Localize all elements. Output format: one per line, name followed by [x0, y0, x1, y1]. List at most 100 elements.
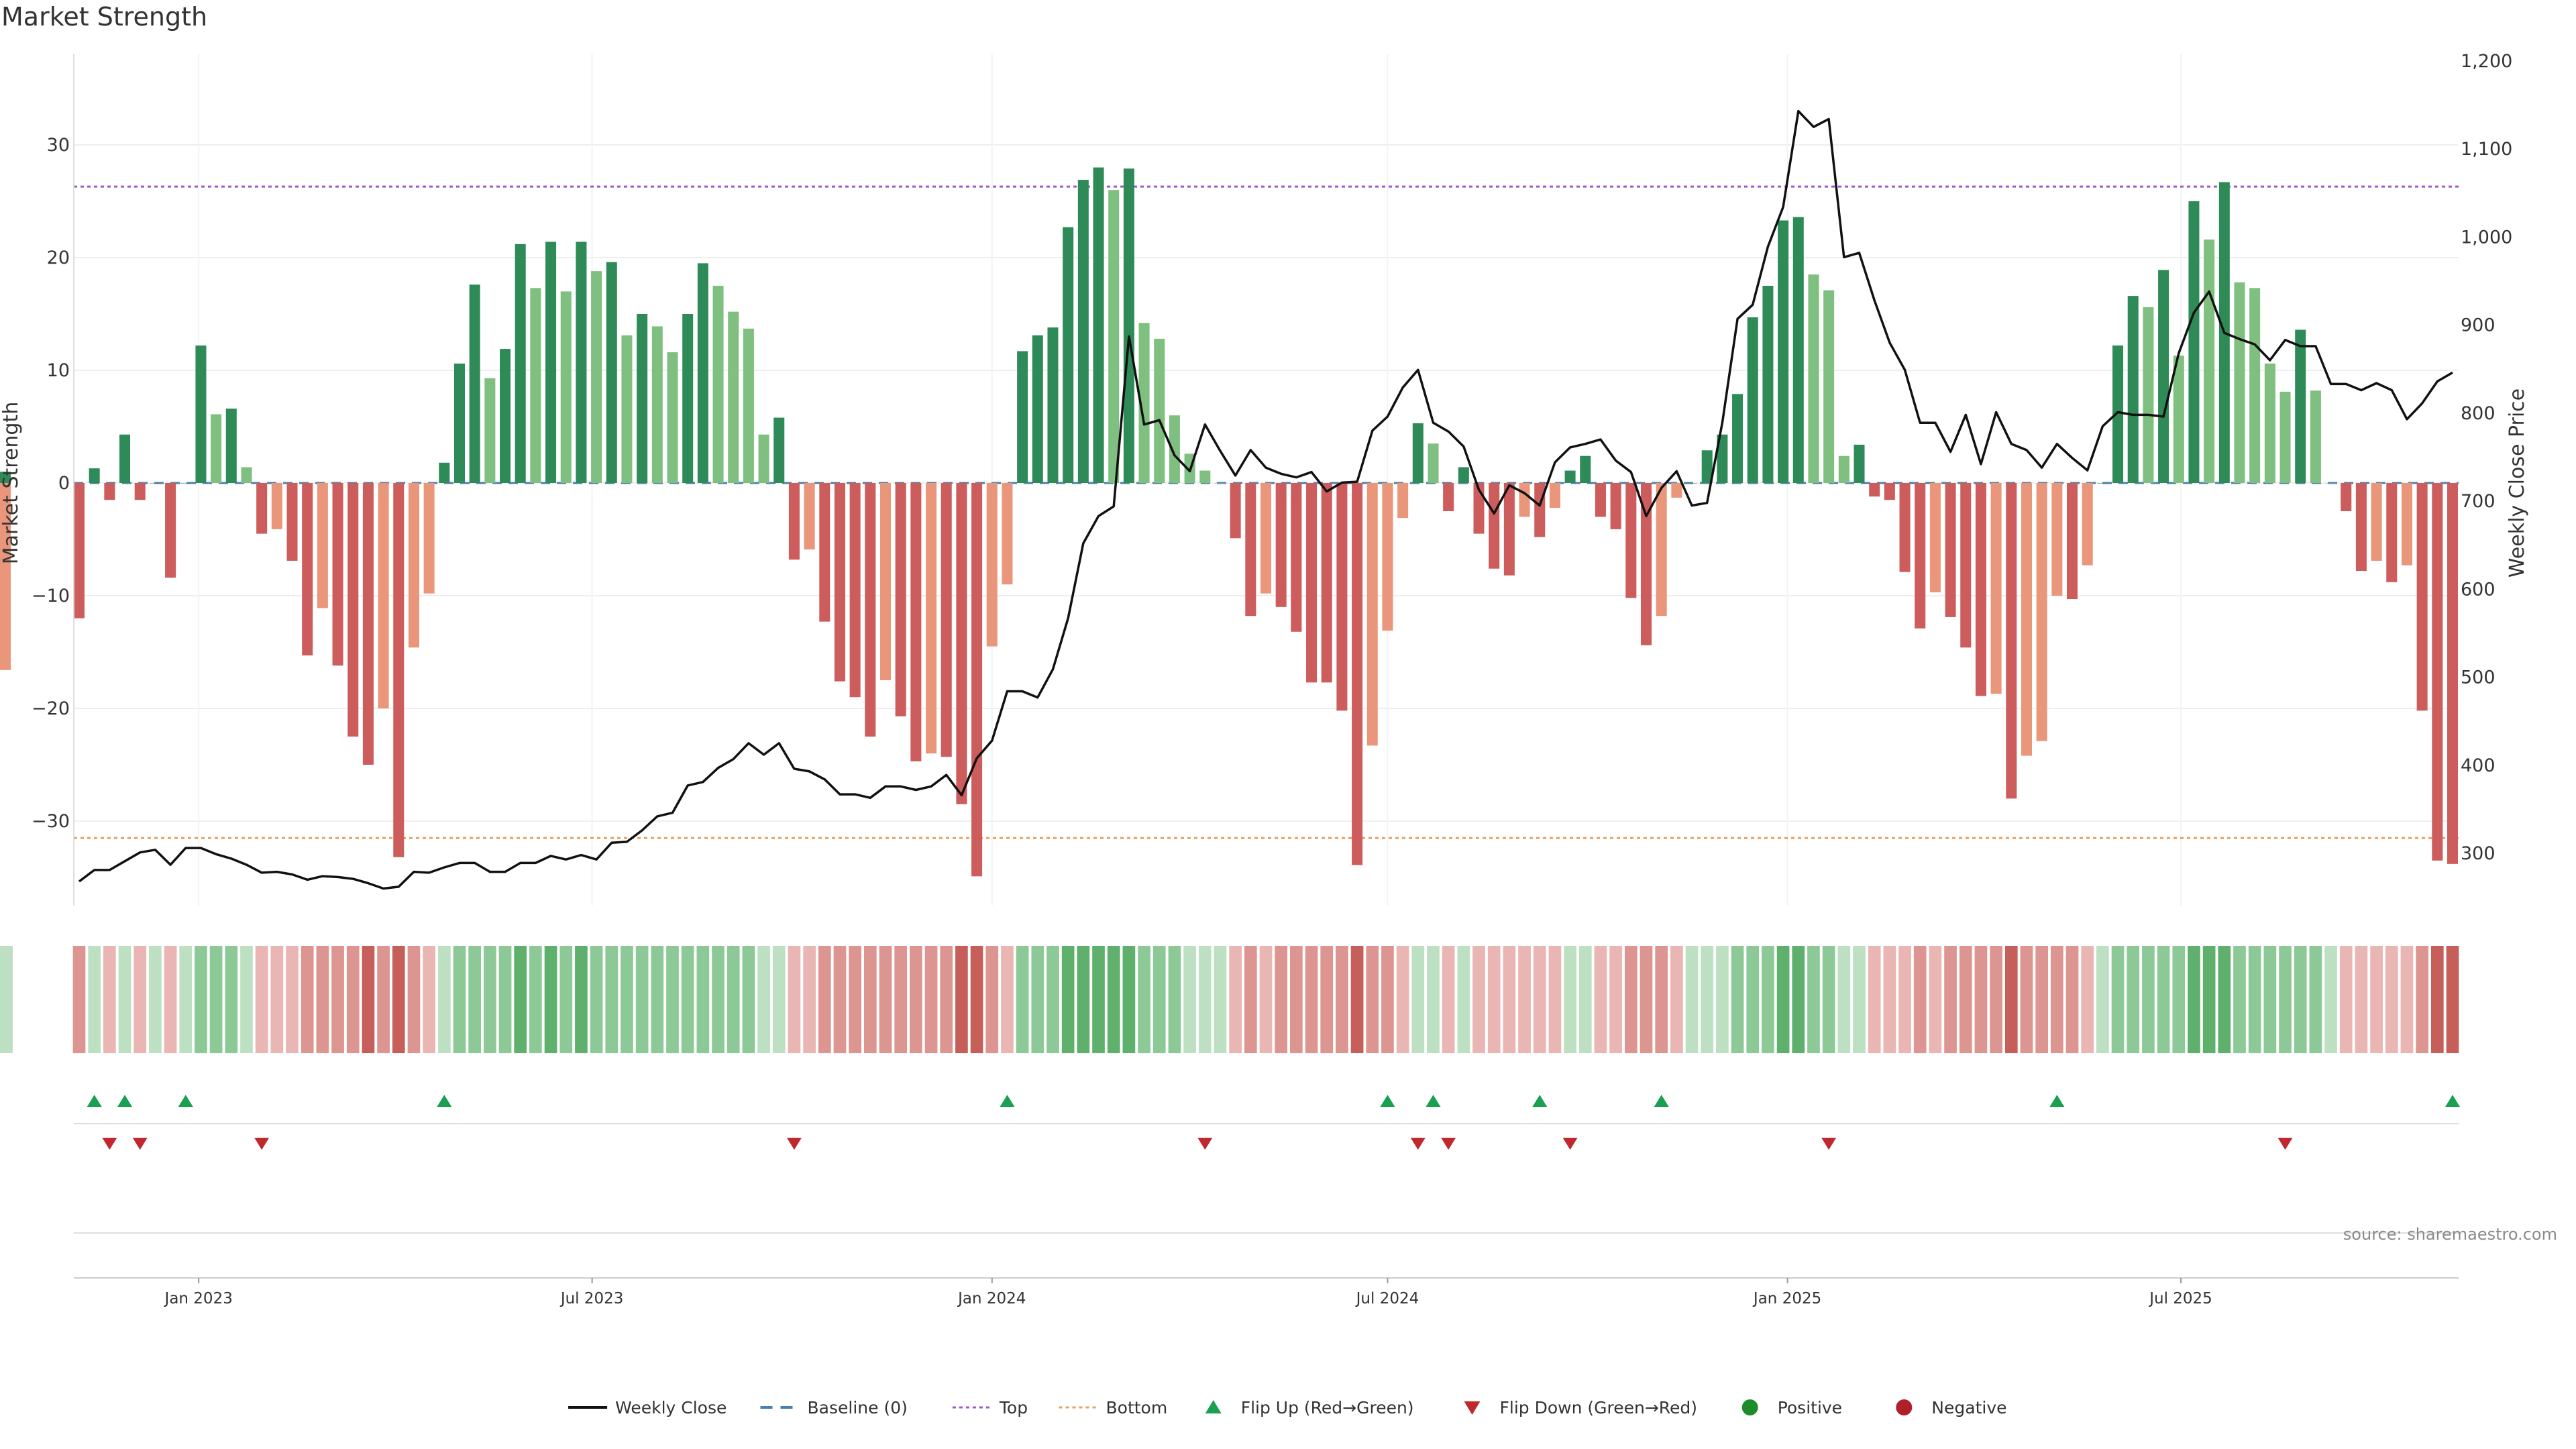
- strength-bar: [1077, 180, 1089, 483]
- strip-cell: [1107, 946, 1120, 1053]
- strength-bar: [73, 483, 85, 619]
- strip-cell: [1685, 946, 1699, 1053]
- strip-cell: [1837, 946, 1851, 1053]
- strength-bar: [2006, 483, 2017, 799]
- strength-bar: [2416, 483, 2428, 711]
- legend-item: Flip Down (Green→Red): [1464, 1398, 1697, 1417]
- strength-bar: [910, 483, 922, 761]
- strength-bar: [1899, 483, 1911, 572]
- strip-cell: [1746, 946, 1760, 1053]
- y2-tick-label: 1,000: [2461, 227, 2512, 248]
- strip-cell: [544, 946, 557, 1053]
- strength-bar: [1260, 483, 1272, 594]
- strength-bar: [195, 345, 207, 483]
- strength-bar: [2371, 483, 2382, 561]
- strength-bar: [2067, 483, 2078, 600]
- strip-cell: [484, 946, 496, 1053]
- strength-bar: [2432, 483, 2443, 861]
- strip-cell: [894, 946, 908, 1053]
- strength-bar: [378, 483, 389, 708]
- strength-bar: [180, 483, 191, 484]
- strip-cell: [2096, 946, 2109, 1053]
- strength-bar: [743, 328, 754, 483]
- strip-cell: [1229, 946, 1242, 1053]
- strip-cell: [1214, 946, 1227, 1053]
- y2-tick-label: 400: [2461, 755, 2496, 776]
- strip-cell: [666, 946, 679, 1053]
- strip-cell: [88, 946, 101, 1053]
- source-note: source: sharemaestro.com: [2343, 1225, 2557, 1244]
- strength-bar: [530, 288, 541, 483]
- y2-tick-label: 300: [2461, 843, 2496, 864]
- strength-bar: [926, 483, 937, 754]
- strip-cell: [1183, 946, 1196, 1053]
- y-tick-label: −20: [32, 698, 70, 719]
- strip-cell: [1990, 946, 2002, 1053]
- legend-item: Top: [952, 1398, 1028, 1417]
- flip-down-marker: [786, 1138, 802, 1150]
- strip-cell: [1046, 946, 1059, 1053]
- strip-cell: [1959, 946, 1972, 1053]
- strip-cell: [392, 946, 405, 1053]
- y-axis-left: −30 −20 −10 0 10 20 30: [32, 54, 74, 906]
- strength-bar: [606, 262, 617, 483]
- strength-bar: [1732, 394, 1743, 483]
- strength-bar: [1047, 327, 1059, 483]
- strength-bar: [393, 483, 405, 857]
- legend-label: Baseline (0): [808, 1398, 908, 1417]
- strip-cell: [240, 946, 253, 1053]
- strength-bar: [1945, 483, 1956, 617]
- strip-cell: [1396, 946, 1409, 1053]
- strength-bar: [1489, 483, 1500, 569]
- strip-cell: [2294, 946, 2307, 1053]
- strip-cell: [149, 946, 162, 1053]
- strength-bar: [453, 363, 465, 483]
- strip-cell: [453, 946, 466, 1053]
- strip-cell: [2035, 946, 2048, 1053]
- strip-cell: [209, 946, 223, 1053]
- flip-down-marker: [1197, 1138, 1213, 1150]
- strength-bar: [2234, 282, 2245, 483]
- strip-cell: [362, 946, 375, 1053]
- strip-cell: [1122, 946, 1136, 1053]
- flip-up-marker: [1532, 1095, 1548, 1107]
- strength-bar: [758, 434, 769, 483]
- strip-cell: [1929, 946, 1942, 1053]
- strength-bar: [347, 483, 359, 737]
- strength-bar: [728, 311, 739, 483]
- y2-tick-label: 800: [2461, 403, 2496, 424]
- strength-bar: [2158, 270, 2169, 483]
- strip-cell: [179, 946, 193, 1053]
- x-tick-label: Jan 2024: [957, 1290, 1026, 1307]
- strip-cell: [1138, 946, 1150, 1053]
- x-tick-label: Jul 2025: [2148, 1290, 2212, 1307]
- strength-bar: [2173, 356, 2184, 483]
- y-tick-label: 10: [47, 360, 70, 381]
- strip-cell: [2309, 946, 2322, 1053]
- strength-bar: [1017, 351, 1028, 483]
- strip-cell: [651, 946, 664, 1053]
- strip-cell: [0, 946, 13, 1053]
- legend-item: Negative: [1896, 1398, 2007, 1417]
- strip-cell: [1776, 946, 1790, 1053]
- strength-bar: [682, 314, 694, 483]
- flip-down-marker: [1441, 1138, 1456, 1150]
- flip-down-marker: [1821, 1138, 1837, 1150]
- strip-cell: [1701, 946, 1714, 1053]
- strength-bar: [819, 483, 830, 622]
- strength-bar: [1063, 227, 1074, 483]
- strength-bar: [165, 483, 176, 578]
- strength-bar: [560, 291, 572, 483]
- strength-bar: [1382, 483, 1393, 631]
- strength-bar: [2082, 483, 2093, 566]
- strength-bar: [2127, 296, 2139, 483]
- x-tick-label: Jan 2023: [164, 1290, 233, 1307]
- strip-cell: [1655, 946, 1668, 1053]
- strip-cell: [316, 946, 329, 1053]
- strip-cell: [1305, 946, 1318, 1053]
- strip-cell: [863, 946, 877, 1053]
- strength-bar: [1199, 470, 1211, 483]
- strip-cell: [788, 946, 801, 1053]
- strip-cell: [1913, 946, 1927, 1053]
- strength-bar: [1671, 483, 1682, 498]
